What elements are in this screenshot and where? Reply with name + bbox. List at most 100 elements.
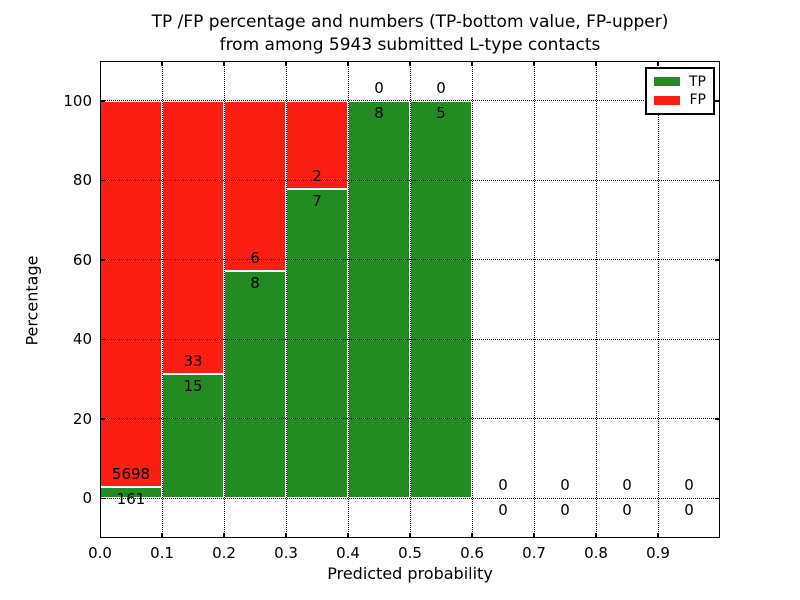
tick-x-bottom [533,533,535,538]
fp-count-label: 0 [622,476,632,495]
gridline-x [533,61,535,538]
tick-y-right [715,418,720,420]
tp-count-label: 0 [684,501,694,520]
y-tick-label: 80 [72,171,92,190]
gridline-y [100,497,720,499]
y-tick-label: 100 [63,91,92,110]
x-axis-label: Predicted probability [327,564,493,583]
tick-y-left [100,338,105,340]
tp-count-label: 7 [312,192,322,211]
tick-x-top [533,61,535,66]
tp-count-label: 0 [560,501,570,520]
tick-y-left [100,179,105,181]
bar-segment-tp [286,189,348,499]
x-tick-label: 0.9 [646,544,670,562]
x-tick-label: 0.5 [398,544,422,562]
x-tick-label: 0.1 [150,544,174,562]
x-tick-label: 0.8 [584,544,608,562]
tick-x-bottom [347,533,349,538]
gridline-x [657,61,659,538]
gridline-x [223,61,225,538]
tick-y-right [715,497,720,499]
fp-count-label: 2 [312,167,322,186]
tick-x-bottom [409,533,411,538]
fp-count-label: 0 [498,476,508,495]
fp-count-label: 0 [684,476,694,495]
x-tick-label: 0.0 [88,544,112,562]
y-tick-label: 40 [72,330,92,349]
x-tick-label: 0.7 [522,544,546,562]
chart-title-line2: from among 5943 submitted L-type contact… [219,35,601,55]
tick-x-top [347,61,349,66]
bar-segment-fp [100,100,162,488]
tick-y-left [100,100,105,102]
y-tick-label: 20 [72,409,92,428]
tick-x-bottom [595,533,597,538]
gridline-y [100,179,720,181]
bar-segment-fp [286,100,348,190]
fp-count-label: 6 [250,249,260,268]
y-tick-label: 0 [82,489,92,508]
tick-x-top [595,61,597,66]
gridline-x [285,61,287,538]
gridline-x [161,61,163,538]
gridline-x [595,61,597,538]
tp-count-label: 161 [116,490,146,509]
tick-x-top [471,61,473,66]
tick-y-right [715,338,720,340]
tick-x-bottom [471,533,473,538]
x-tick-label: 0.3 [274,544,298,562]
fp-count-label: 0 [436,78,446,97]
tick-x-bottom [223,533,225,538]
tick-x-bottom [657,533,659,538]
gridline-y [100,338,720,340]
tick-x-top [161,61,163,66]
fp-count-label: 5698 [111,465,151,484]
tick-y-left [100,259,105,261]
bar-segment-fp [162,100,224,375]
x-tick-label: 0.6 [460,544,484,562]
tp-count-label: 5 [436,103,446,122]
bar-segment-tp [348,100,410,499]
bar-segment-fp [224,100,286,272]
tp-count-label: 8 [374,103,384,122]
tick-x-top [409,61,411,66]
bar-segment-tp [410,100,472,499]
tick-x-top [285,61,287,66]
fp-count-label: 33 [183,352,203,371]
gridline-x [409,61,411,538]
y-axis-label: Percentage [22,255,42,346]
tick-y-right [715,100,720,102]
tp-count-label: 15 [183,377,203,396]
gridline-y [100,418,720,420]
gridline-y [100,100,720,102]
tp-count-label: 8 [250,274,260,293]
chart-title-line1: TP /FP percentage and numbers (TP-bottom… [151,12,669,32]
tick-x-bottom [161,533,163,538]
legend-swatch-tp [654,77,680,87]
fp-count-label: 0 [560,476,570,495]
legend-label-tp: TP [689,73,706,90]
legend-item-fp: FP [654,92,706,108]
fp-count-label: 0 [374,78,384,97]
x-tick-label: 0.2 [212,544,236,562]
gridline-y [100,259,720,261]
y-tick-label: 60 [72,250,92,269]
tick-x-top [657,61,659,66]
tick-x-top [223,61,225,66]
tick-x-bottom [285,533,287,538]
legend: TP FP [645,67,715,115]
tick-y-right [715,179,720,181]
chart-title: TP /FP percentage and numbers (TP-bottom… [90,11,730,57]
tick-y-left [100,497,105,499]
legend-swatch-fp [654,95,680,105]
tp-count-label: 0 [622,501,632,520]
plot-area [100,61,720,538]
x-tick-label: 0.4 [336,544,360,562]
gridline-x [471,61,473,538]
legend-item-tp: TP [654,74,706,90]
bar-segment-tp [224,271,286,499]
legend-label-fp: FP [689,92,707,109]
tick-y-right [715,259,720,261]
